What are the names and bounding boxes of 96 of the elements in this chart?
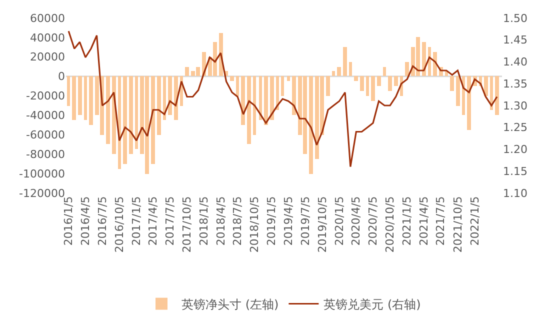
bar — [270, 76, 274, 120]
x-tick-label: 2019/1/5 — [265, 196, 278, 246]
bar — [450, 76, 454, 91]
bar — [394, 76, 398, 86]
bar — [151, 76, 155, 164]
x-tick-label: 2020/1/5 — [332, 196, 346, 246]
x-tick-label: 2020/10/5 — [384, 196, 397, 253]
bar — [326, 76, 330, 96]
bar — [236, 76, 239, 96]
x-tick-label: 2021/10/5 — [451, 196, 464, 253]
y2-tick-label: 1.40 — [503, 56, 528, 69]
y2-tick-label: 1.20 — [503, 143, 528, 156]
x-tick-label: 2022/1/5 — [468, 196, 482, 246]
bar — [366, 76, 369, 96]
bar — [168, 76, 172, 115]
bar — [276, 76, 279, 110]
bar — [129, 76, 133, 154]
x-tick-label: 2021/4/5 — [417, 196, 430, 246]
y2-tick-label: 1.25 — [503, 121, 528, 134]
bar — [84, 76, 87, 120]
bar — [106, 76, 110, 144]
bar — [281, 76, 284, 96]
y-tick-label: 40000 — [30, 31, 65, 44]
bar — [349, 62, 352, 76]
bar — [135, 76, 138, 149]
bar — [337, 67, 341, 76]
bar — [78, 76, 82, 115]
bar — [163, 76, 166, 120]
x-tick-label: 2020/4/5 — [350, 196, 363, 246]
y-tick-label: 60000 — [30, 12, 65, 25]
bar — [230, 76, 234, 81]
bar — [360, 76, 364, 91]
x-tick-label: 2021/7/5 — [434, 196, 448, 246]
x-tick-label: 2018/4/5 — [214, 196, 228, 246]
bar — [343, 47, 347, 76]
y2-tick-label: 1.35 — [503, 77, 528, 90]
bar — [123, 76, 127, 164]
x-tick-label: 2020/7/5 — [366, 196, 380, 246]
y2-tick-label: 1.15 — [503, 164, 528, 178]
bar — [484, 76, 488, 96]
bar — [456, 76, 460, 106]
x-tick-label: 2017/10/5 — [180, 196, 194, 253]
bar — [185, 67, 189, 76]
x-tick-label: 2018/10/5 — [248, 196, 262, 253]
bar — [354, 76, 358, 81]
bar — [157, 76, 161, 135]
line-series — [68, 30, 498, 168]
bar — [377, 76, 381, 86]
y2-tick-label: 1.45 — [503, 34, 528, 47]
bar — [241, 76, 245, 125]
x-tick-label: 2019/4/5 — [282, 196, 295, 246]
bar — [118, 76, 121, 169]
x-tick-label: 2016/1/5 — [62, 196, 76, 246]
x-tick-label: 2016/4/5 — [79, 196, 92, 246]
x-tick-label: 2019/7/5 — [298, 196, 312, 246]
bar — [467, 76, 471, 130]
bar — [309, 76, 313, 174]
bar — [292, 76, 296, 115]
bar — [462, 76, 465, 115]
y2-tick-label: 1.30 — [503, 99, 528, 112]
bar — [405, 62, 409, 76]
legend-label: 英镑净头寸 (左轴) — [182, 297, 279, 312]
bar — [287, 76, 290, 81]
y2-tick-label: 1.10 — [503, 186, 528, 200]
y-tick-label: -20000 — [26, 90, 65, 103]
bar — [72, 76, 76, 120]
y-tick-label: -100000 — [19, 167, 65, 180]
bar — [264, 76, 268, 125]
bar — [383, 67, 386, 76]
y-tick-label: 20000 — [30, 50, 65, 64]
x-tick-label: 2017/1/5 — [130, 196, 143, 246]
bar — [89, 76, 93, 125]
bar — [259, 76, 262, 120]
bar — [332, 71, 335, 76]
y-tick-label: -60000 — [26, 128, 65, 142]
y-tick-label: -40000 — [26, 109, 65, 122]
y-tick-label: -80000 — [26, 148, 65, 161]
bar — [67, 76, 70, 106]
x-tick-label: 2019/10/5 — [316, 196, 329, 253]
x-tick-label: 2017/4/5 — [146, 196, 160, 246]
bar — [371, 76, 375, 101]
x-tick-label: 2016/10/5 — [112, 196, 126, 253]
bar — [247, 76, 251, 144]
y2-tick-label: 1.50 — [503, 12, 528, 25]
bar — [388, 76, 392, 91]
bar — [490, 76, 493, 110]
y-tick-label: 0 — [58, 70, 65, 84]
x-tick-label: 2021/1/5 — [400, 196, 414, 246]
x-tick-label: 2016/7/5 — [96, 196, 109, 246]
x-tick-label: 2018/7/5 — [231, 196, 244, 246]
bar — [495, 76, 499, 115]
y-tick-label: -120000 — [19, 186, 65, 200]
bar — [253, 76, 256, 135]
legend-label: 英镑兑美元 (右轴) — [324, 297, 421, 312]
x-tick-label: 2017/7/5 — [164, 196, 177, 246]
x-tick-label: 2018/1/5 — [198, 196, 211, 246]
